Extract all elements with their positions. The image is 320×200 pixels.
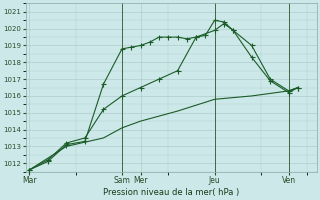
X-axis label: Pression niveau de la mer( hPa ): Pression niveau de la mer( hPa ) xyxy=(103,188,239,197)
